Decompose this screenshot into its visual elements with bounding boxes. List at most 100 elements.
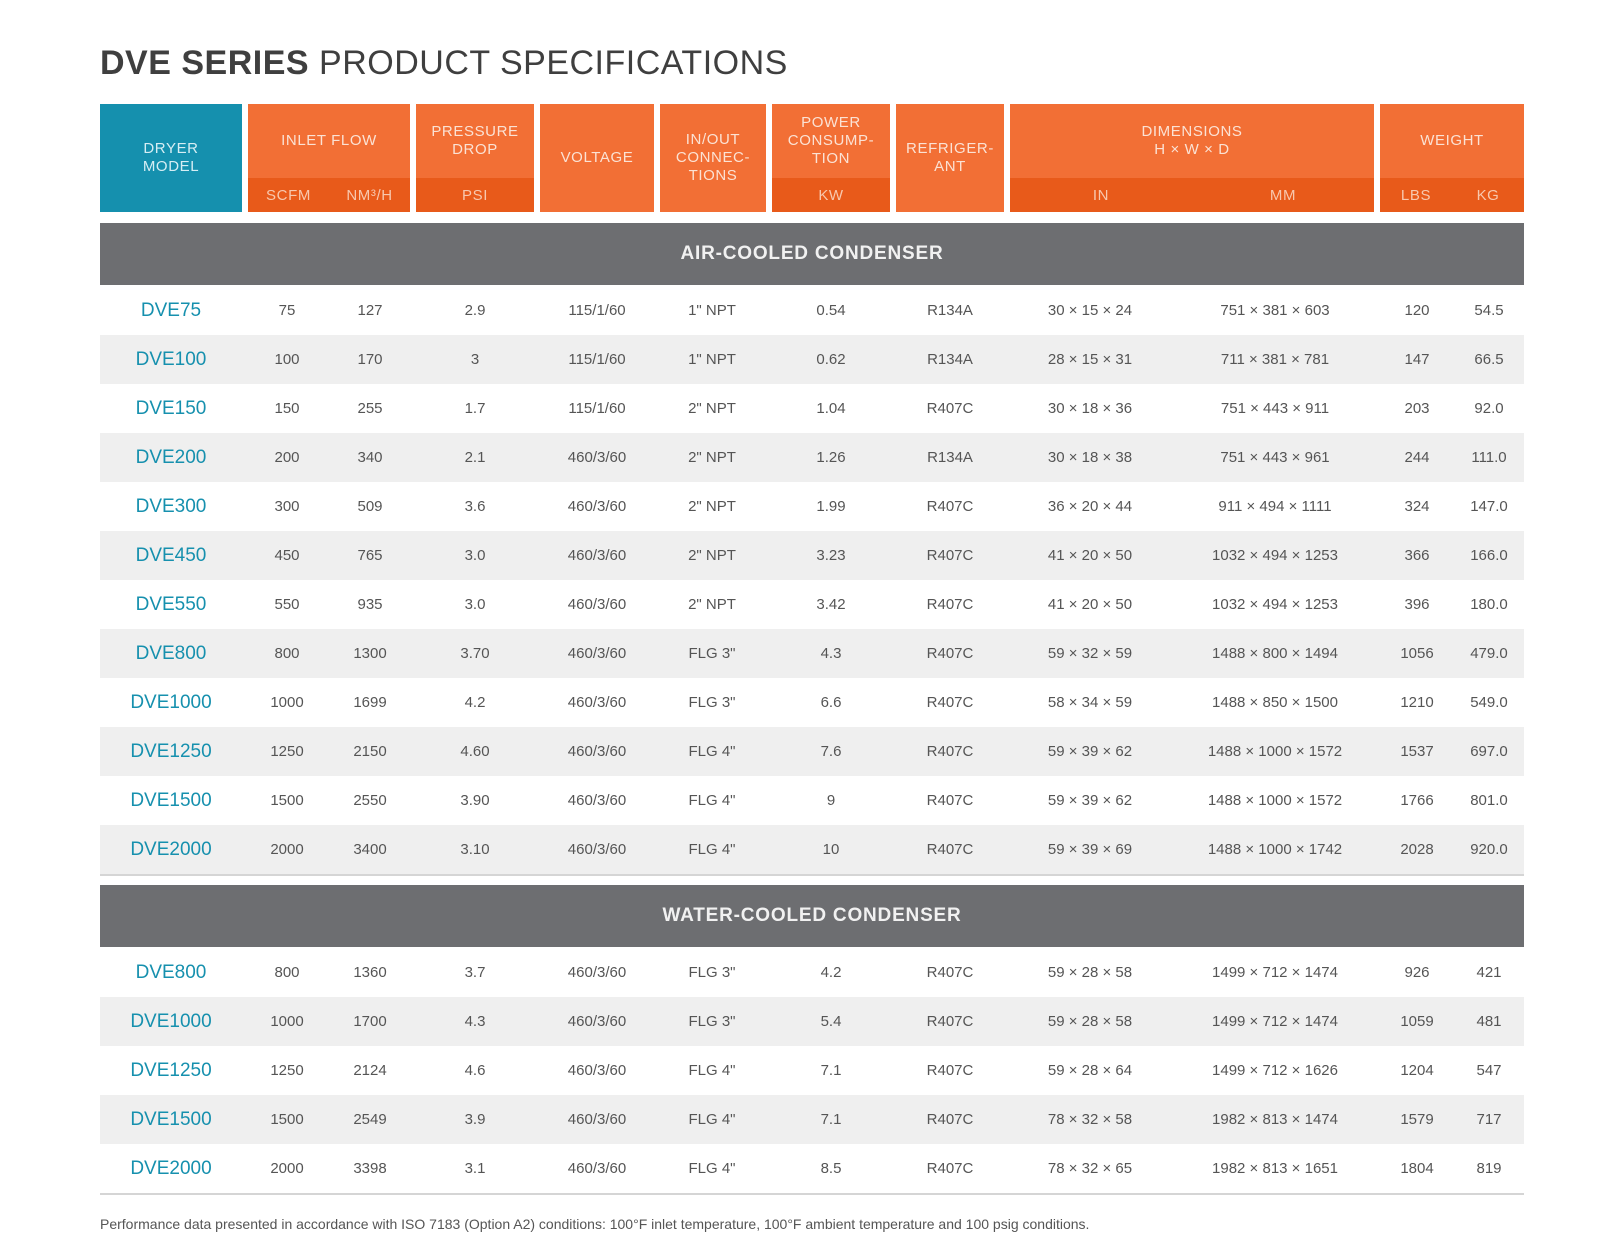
cell-nm3h: 340 (357, 449, 383, 466)
cell-psi: 2.9 (464, 302, 486, 319)
cell-dimensions-mm: 751 × 443 × 961 (1220, 449, 1330, 466)
cell-nm3h: 2124 (353, 1062, 387, 1079)
cell-psi: 3.6 (464, 498, 486, 515)
section-band-water-cooled: WATER-COOLED CONDENSER (100, 885, 1524, 947)
table-row: DVE1250 1250 2150 4.60 460/3/60 FLG 4" 7.6 R407… (100, 727, 1524, 776)
cell-kw: 7.6 (820, 743, 842, 760)
cell-refrigerant: R407C (926, 645, 974, 662)
header-scfm: SCFM (266, 186, 311, 204)
cell-scfm: 800 (274, 964, 300, 981)
cell-model: DVE100 (135, 348, 207, 370)
cell-voltage: 460/3/60 (567, 1160, 627, 1177)
cell-model: DVE150 (135, 397, 207, 419)
cell-connections: FLG 4" (688, 1111, 736, 1128)
cell-dimensions-mm: 751 × 443 × 911 (1220, 400, 1330, 417)
cell-weight-kg: 180.0 (1470, 596, 1508, 613)
cell-dimensions-in: 59 × 39 × 69 (1047, 841, 1133, 858)
cell-connections: 2" NPT (688, 400, 736, 417)
cell-scfm: 800 (274, 645, 300, 662)
header-psi: PSI (462, 186, 488, 204)
cell-nm3h: 255 (357, 400, 383, 417)
cell-weight-lbs: 203 (1404, 400, 1430, 417)
cell-kw: 10 (822, 841, 840, 858)
cell-dimensions-mm: 1499 × 712 × 1474 (1212, 1013, 1338, 1030)
cell-model: DVE1250 (130, 740, 212, 762)
cell-weight-lbs: 1766 (1400, 792, 1434, 809)
cell-model: DVE800 (135, 961, 207, 983)
cell-voltage: 460/3/60 (567, 841, 627, 858)
cell-dimensions-mm: 751 × 381 × 603 (1220, 302, 1330, 319)
header-kw: KW (818, 186, 844, 204)
cell-refrigerant: R134A (927, 302, 973, 319)
header-dimensions: DIMENSIONS H × W × D IN MM (1010, 104, 1374, 212)
cell-dimensions-in: 30 × 18 × 38 (1047, 449, 1133, 466)
cell-weight-kg: 111.0 (1471, 449, 1507, 466)
cell-psi: 4.60 (460, 743, 490, 760)
cell-scfm: 300 (274, 498, 300, 515)
cell-weight-kg: 479.0 (1470, 645, 1508, 662)
cell-refrigerant: R407C (926, 1111, 974, 1128)
cell-weight-lbs: 1210 (1400, 694, 1434, 711)
cell-dimensions-in: 28 × 15 × 31 (1047, 351, 1133, 368)
section-rows-water-cooled: DVE800 800 1360 3.7 460/3/60 FLG 3" 4.2 R407C 59… (100, 948, 1524, 1193)
cell-refrigerant: R407C (926, 1062, 974, 1079)
header-connections: IN/OUT CONNEC- TIONS (660, 104, 766, 212)
cell-refrigerant: R407C (926, 792, 974, 809)
cell-connections: FLG 4" (688, 743, 736, 760)
cell-dimensions-mm: 1982 × 813 × 1474 (1212, 1111, 1338, 1128)
cell-dimensions-in: 78 × 32 × 58 (1047, 1111, 1133, 1128)
cell-voltage: 460/3/60 (567, 964, 627, 981)
cell-dimensions-in: 30 × 15 × 24 (1047, 302, 1133, 319)
cell-connections: 1" NPT (688, 351, 736, 368)
cell-connections: FLG 3" (688, 694, 736, 711)
cell-weight-lbs: 1059 (1400, 1013, 1434, 1030)
cell-voltage: 460/3/60 (567, 645, 627, 662)
cell-psi: 4.3 (464, 1013, 486, 1030)
cell-dimensions-mm: 1499 × 712 × 1626 (1212, 1062, 1338, 1079)
table-row: DVE300 300 509 3.6 460/3/60 2" NPT 1.99 R407C 36… (100, 482, 1524, 531)
title-bold: DVE SERIES (100, 44, 310, 82)
cell-scfm: 1000 (270, 694, 304, 711)
cell-voltage: 115/1/60 (568, 351, 626, 368)
cell-weight-lbs: 324 (1404, 498, 1430, 515)
cell-model: DVE2000 (130, 838, 212, 860)
cell-model: DVE1500 (130, 1108, 212, 1130)
cell-nm3h: 1300 (353, 645, 387, 662)
table-row: DVE150 150 255 1.7 115/1/60 2" NPT 1.04 R407C 30… (100, 384, 1524, 433)
cell-weight-kg: 147.0 (1470, 498, 1508, 515)
table-row: DVE75 75 127 2.9 115/1/60 1" NPT 0.54 R134A 30 ×… (100, 286, 1524, 335)
cell-connections: 2" NPT (688, 547, 736, 564)
cell-psi: 3.70 (460, 645, 490, 662)
cell-voltage: 460/3/60 (567, 449, 627, 466)
cell-nm3h: 3400 (353, 841, 387, 858)
table-row: DVE1000 1000 1699 4.2 460/3/60 FLG 3" 6.6 R407C… (100, 678, 1524, 727)
cell-kw: 1.04 (816, 400, 846, 417)
cell-kw: 0.62 (816, 351, 846, 368)
cell-weight-lbs: 366 (1404, 547, 1430, 564)
cell-nm3h: 765 (357, 547, 383, 564)
cell-dimensions-in: 59 × 28 × 64 (1047, 1062, 1133, 1079)
cell-nm3h: 2549 (353, 1111, 387, 1128)
cell-model: DVE1250 (130, 1059, 212, 1081)
cell-dimensions-mm: 1499 × 712 × 1474 (1212, 964, 1338, 981)
cell-weight-lbs: 1056 (1400, 645, 1434, 662)
table-row: DVE2000 2000 3398 3.1 460/3/60 FLG 4" 8.5 R407C… (100, 1144, 1524, 1193)
cell-dimensions-mm: 1982 × 813 × 1651 (1212, 1160, 1338, 1177)
cell-psi: 3.0 (464, 596, 486, 613)
table-row: DVE800 800 1300 3.70 460/3/60 FLG 3" 4.3 R407C 5… (100, 629, 1524, 678)
cell-voltage: 460/3/60 (567, 498, 627, 515)
header-nm3h: NM³/H (346, 186, 393, 204)
header-weight: WEIGHT LBS KG (1380, 104, 1524, 212)
cell-psi: 3.10 (460, 841, 490, 858)
header-voltage: VOLTAGE (540, 104, 654, 212)
cell-dimensions-in: 41 × 20 × 50 (1047, 596, 1133, 613)
cell-refrigerant: R134A (927, 449, 973, 466)
table-row: DVE550 550 935 3.0 460/3/60 2" NPT 3.42 R407C 41… (100, 580, 1524, 629)
cell-weight-kg: 697.0 (1470, 743, 1508, 760)
table-row: DVE1500 1500 2550 3.90 460/3/60 FLG 4" 9 R407C 5… (100, 776, 1524, 825)
cell-dimensions-in: 41 × 20 × 50 (1047, 547, 1133, 564)
cell-weight-kg: 92.0 (1474, 400, 1504, 417)
cell-dimensions-mm: 1488 × 800 × 1494 (1212, 645, 1338, 662)
cell-voltage: 460/3/60 (567, 547, 627, 564)
cell-psi: 3.90 (460, 792, 490, 809)
